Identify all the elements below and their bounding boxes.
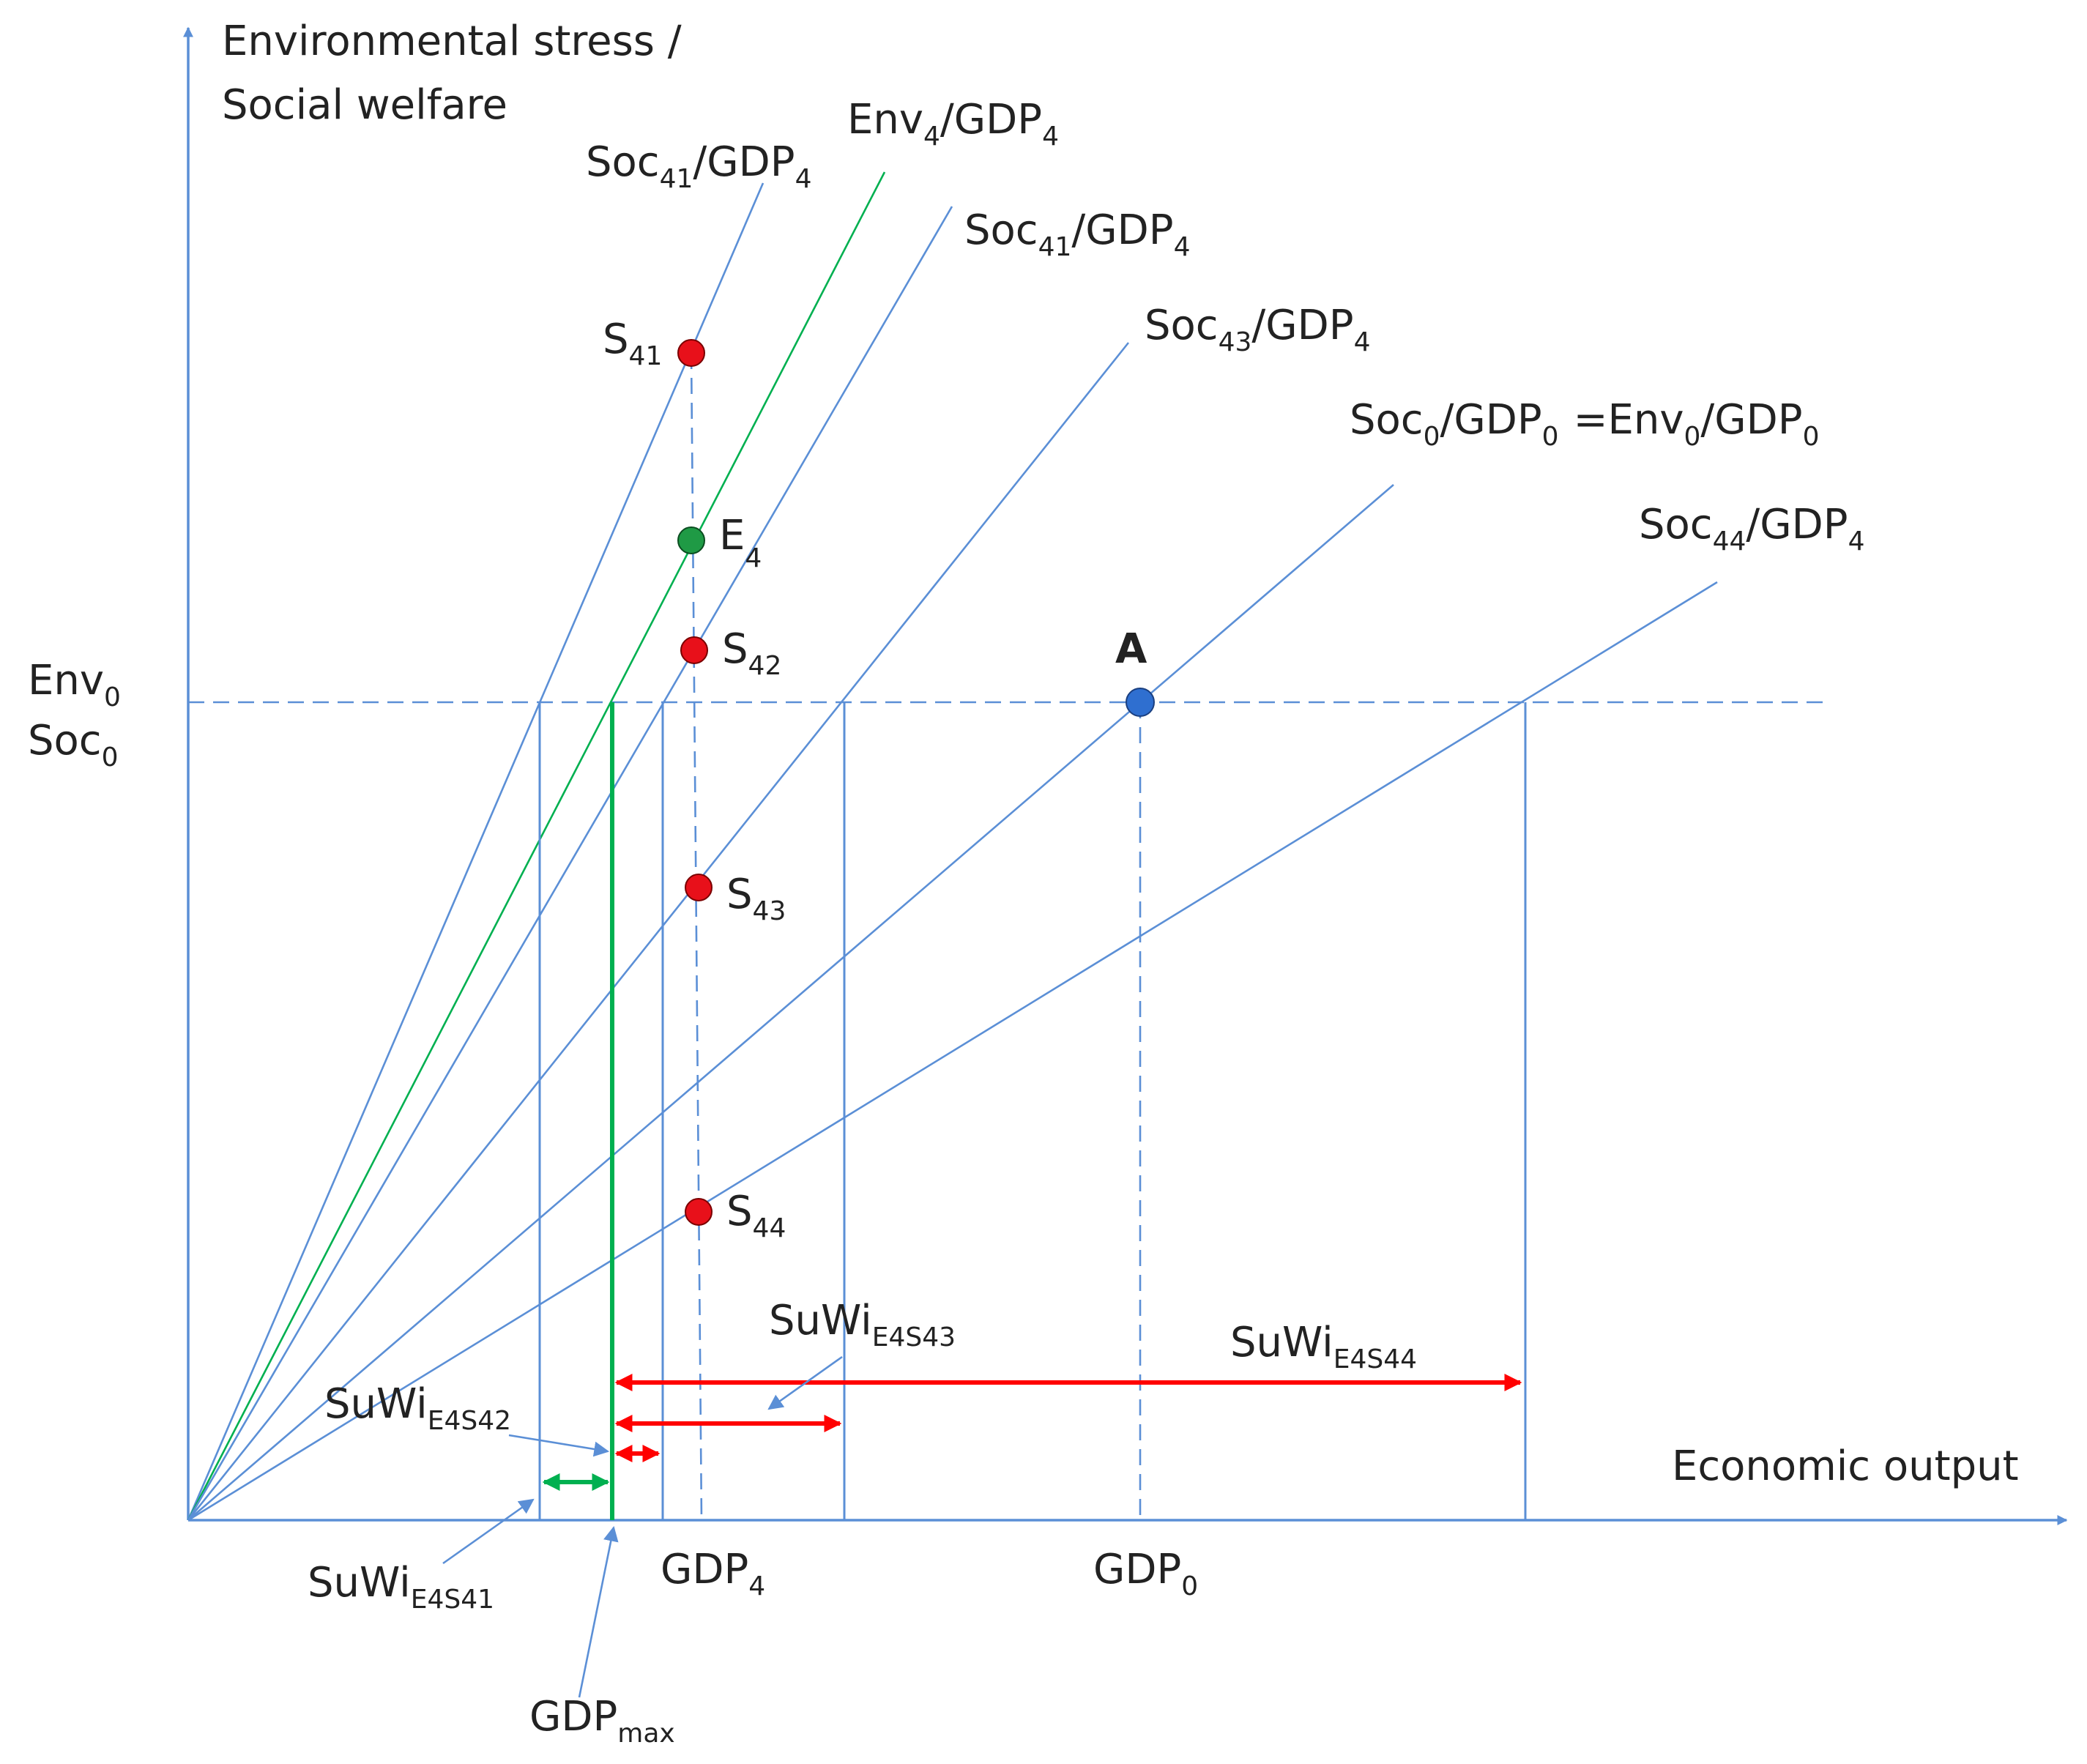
ray-soc41-left [187, 182, 765, 1521]
ray-soc0-env0 [187, 484, 1394, 1521]
point-a [1126, 688, 1155, 717]
pointer-suwi-e4s42 [508, 1434, 610, 1457]
y-axis-title-line2: Social welfare [222, 81, 507, 129]
label-soc43: Soc43/GDP4 [1145, 302, 1370, 357]
point-e4 [677, 526, 705, 554]
label-s43: S43 [726, 871, 786, 926]
pointer-gdpmax [578, 1525, 619, 1698]
label-s44: S44 [726, 1188, 786, 1243]
point-s41 [677, 339, 705, 367]
ray-soc41-right [187, 206, 953, 1521]
label-gdpmax: GDPmax [529, 1693, 675, 1749]
point-s43 [685, 874, 713, 901]
gdp4-dashed-line [690, 352, 703, 1521]
label-s42: S42 [722, 625, 781, 681]
env0-label: Env0 [28, 657, 121, 712]
label-e4: E4 [719, 512, 762, 573]
label-suwi-e4s43: SuWiE4S43 [769, 1297, 956, 1352]
pointer-suwi-e4s41 [442, 1498, 535, 1565]
label-soc0-env0: Soc0/GDP0 =Env0/GDP0 [1350, 396, 1819, 452]
ray-soc44 [187, 581, 1718, 1522]
pointer-suwi-e4s43 [767, 1355, 843, 1410]
ray-soc43 [187, 342, 1130, 1521]
label-env4-gdp4: Env4/GDP4 [847, 96, 1059, 152]
soc0-label: Soc0 [28, 717, 119, 773]
y-axis-title-line1: Environmental stress / [222, 18, 682, 65]
label-soc41-right: Soc41/GDP4 [964, 206, 1190, 262]
label-soc41-left: Soc41/GDP4 [586, 138, 811, 194]
label-s41: S41 [603, 316, 662, 371]
label-soc44: Soc44/GDP4 [1639, 501, 1864, 557]
label-suwi-e4s44: SuWiE4S44 [1230, 1319, 1417, 1374]
point-s42 [680, 636, 708, 664]
x-axis-title: Economic output [1672, 1443, 2019, 1490]
label-gdp4: GDP4 [661, 1546, 765, 1601]
ray-env4-gdp4 [187, 171, 886, 1521]
label-suwi-e4s41: SuWiE4S41 [308, 1559, 494, 1615]
point-s44 [685, 1198, 713, 1226]
label-suwi-e4s42: SuWiE4S42 [324, 1380, 511, 1436]
label-gdp0: GDP0 [1093, 1546, 1198, 1601]
label-a: A [1115, 625, 1147, 673]
